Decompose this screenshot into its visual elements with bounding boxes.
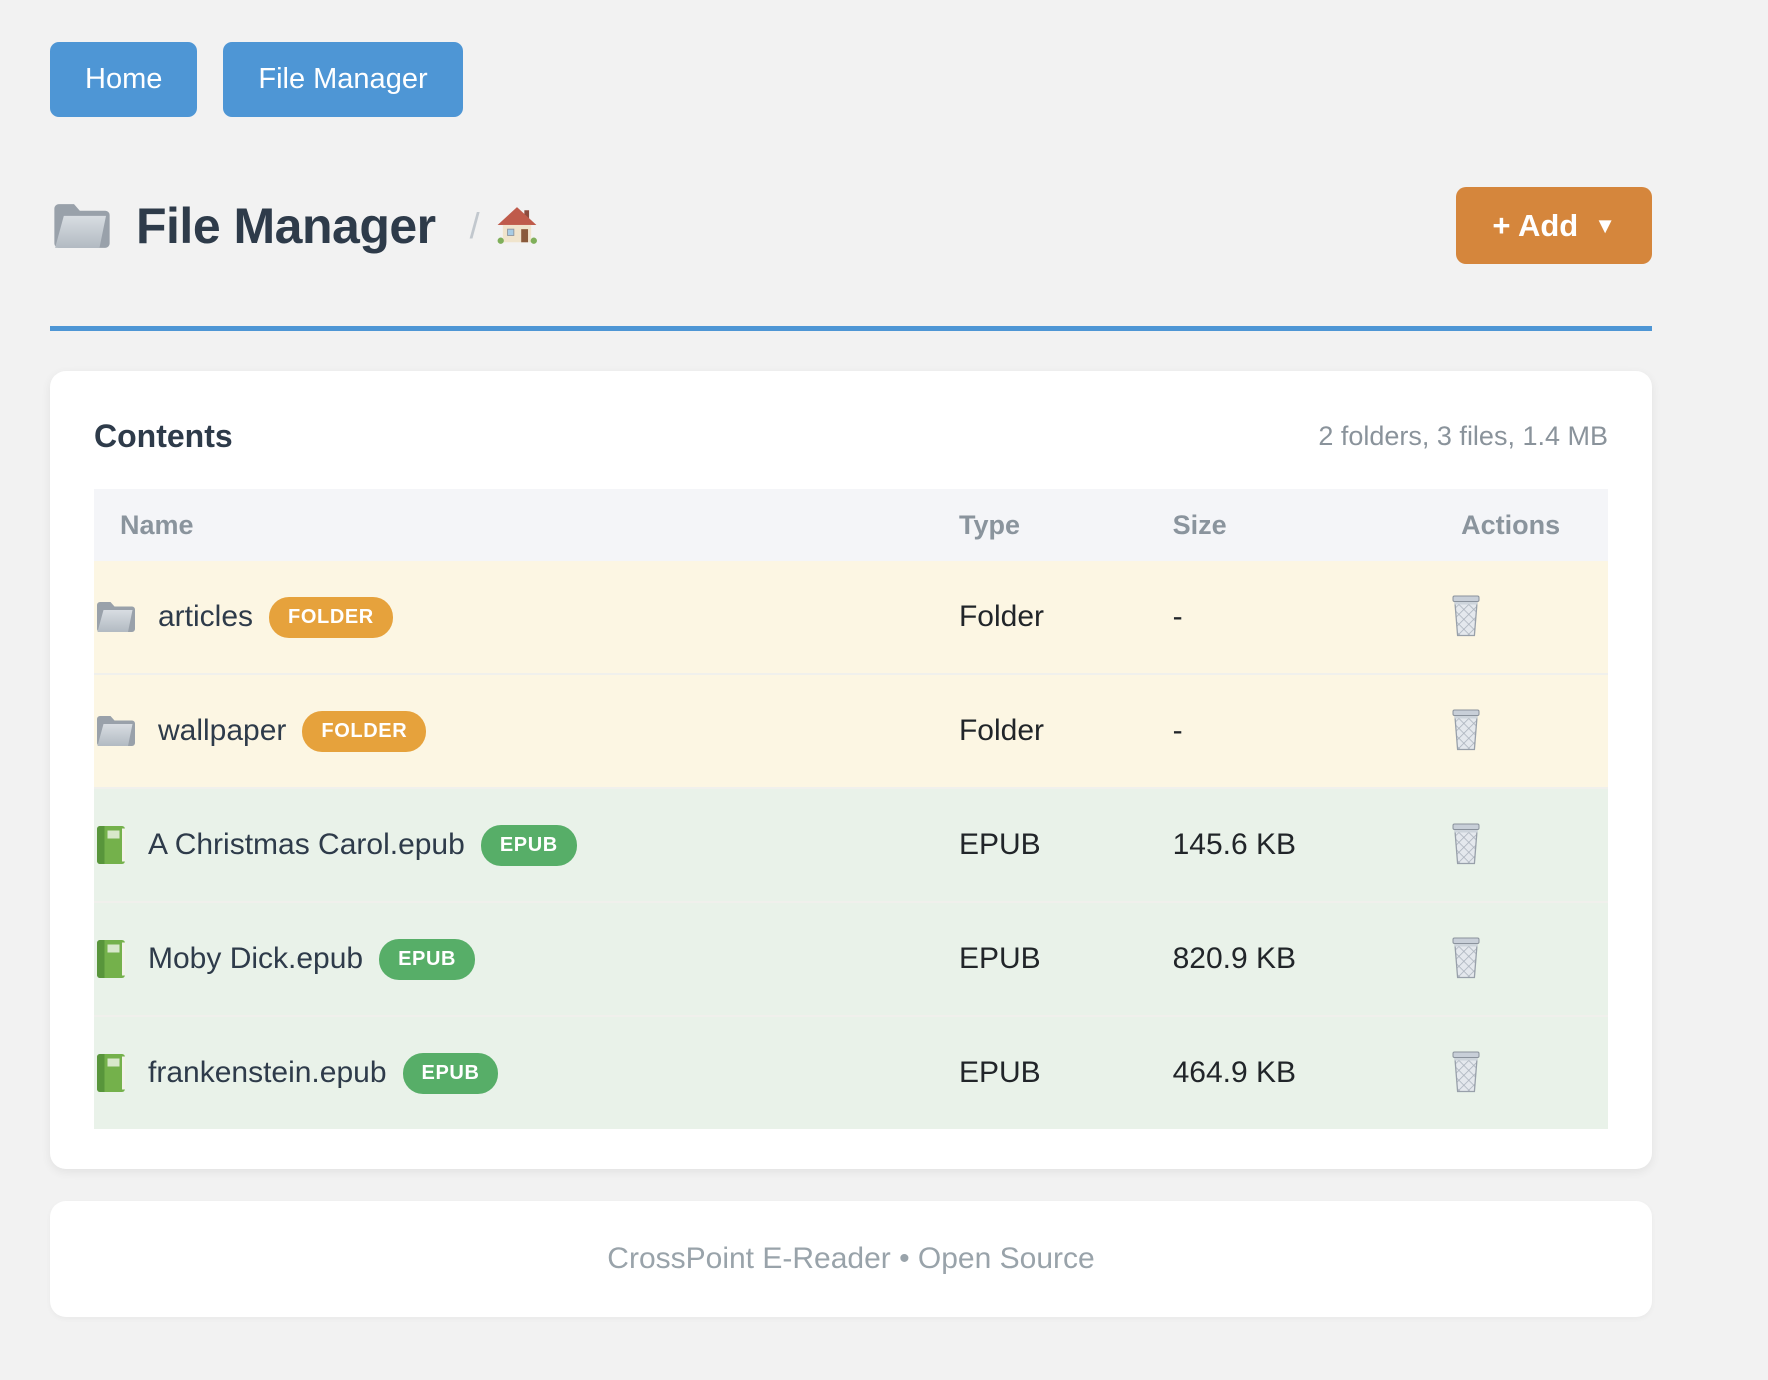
actions-cell bbox=[1445, 1016, 1608, 1129]
file-table: Name Type Size Actions bbox=[94, 489, 1608, 1129]
green-book-icon bbox=[94, 938, 128, 980]
file-link[interactable]: A Christmas Carol.epub EPUB bbox=[94, 824, 959, 866]
type-badge: EPUB bbox=[379, 938, 476, 980]
home-icon[interactable] bbox=[496, 205, 538, 247]
table-row: Moby Dick.epub EPUB EPUB 820.9 KB bbox=[94, 902, 1608, 1017]
contents-heading: Contents bbox=[94, 418, 233, 454]
name-cell: articles FOLDER bbox=[94, 561, 959, 675]
trash-icon bbox=[1449, 1050, 1483, 1097]
type-badge: EPUB bbox=[480, 824, 577, 866]
type-badge: EPUB bbox=[402, 1052, 499, 1094]
type-cell: Folder bbox=[958, 674, 1173, 789]
nav-home-button[interactable]: Home bbox=[50, 42, 198, 117]
table-row: wallpaper FOLDER Folder - bbox=[94, 674, 1608, 789]
type-cell: EPUB bbox=[958, 1016, 1173, 1129]
file-name: A Christmas Carol.epub bbox=[148, 828, 465, 861]
delete-button[interactable] bbox=[1445, 932, 1487, 987]
actions-cell bbox=[1445, 902, 1608, 1017]
page-header: File Manager / + Add ▼ bbox=[50, 187, 1652, 264]
breadcrumb-separator: / bbox=[469, 204, 480, 246]
file-link[interactable]: frankenstein.epub EPUB bbox=[94, 1052, 959, 1094]
column-header-actions: Actions bbox=[1445, 489, 1608, 561]
contents-card: Contents 2 folders, 3 files, 1.4 MB Name… bbox=[50, 371, 1652, 1169]
file-name: wallpaper bbox=[158, 714, 287, 747]
name-cell: A Christmas Carol.epub EPUB bbox=[94, 788, 959, 903]
name-cell: frankenstein.epub EPUB bbox=[94, 1016, 959, 1129]
file-name: Moby Dick.epub bbox=[148, 942, 364, 975]
file-name: frankenstein.epub bbox=[148, 1056, 387, 1089]
table-row: frankenstein.epub EPUB EPUB 464.9 KB bbox=[94, 1016, 1608, 1129]
green-book-icon bbox=[94, 1052, 128, 1094]
table-row: A Christmas Carol.epub EPUB EPUB 145.6 K… bbox=[94, 788, 1608, 903]
folder-icon bbox=[94, 599, 138, 635]
type-badge: FOLDER bbox=[302, 710, 427, 752]
contents-summary: 2 folders, 3 files, 1.4 MB bbox=[1318, 421, 1608, 451]
page-title: File Manager bbox=[136, 197, 436, 254]
trash-icon bbox=[1449, 936, 1483, 983]
size-cell: 145.6 KB bbox=[1172, 788, 1446, 903]
page-container: Home File Manager File Manager / bbox=[50, 0, 1652, 1317]
table-header-row: Name Type Size Actions bbox=[94, 489, 1608, 561]
size-cell: 820.9 KB bbox=[1172, 902, 1446, 1017]
trash-icon bbox=[1449, 708, 1483, 755]
table-row: articles FOLDER Folder - bbox=[94, 561, 1608, 675]
nav-file-manager-button[interactable]: File Manager bbox=[223, 42, 463, 117]
accent-rule bbox=[50, 326, 1652, 331]
file-link[interactable]: Moby Dick.epub EPUB bbox=[94, 938, 959, 980]
file-table-body: articles FOLDER Folder - bbox=[94, 561, 1608, 1129]
delete-button[interactable] bbox=[1445, 1046, 1487, 1101]
column-header-type: Type bbox=[958, 489, 1173, 561]
trash-icon bbox=[1449, 822, 1483, 869]
size-cell: - bbox=[1172, 674, 1446, 789]
file-link[interactable]: articles FOLDER bbox=[94, 596, 959, 638]
actions-cell bbox=[1445, 674, 1608, 789]
name-cell: wallpaper FOLDER bbox=[94, 674, 959, 789]
name-cell: Moby Dick.epub EPUB bbox=[94, 902, 959, 1017]
column-header-size: Size bbox=[1172, 489, 1446, 561]
green-book-icon bbox=[94, 824, 128, 866]
file-link[interactable]: wallpaper FOLDER bbox=[94, 710, 959, 752]
delete-button[interactable] bbox=[1445, 818, 1487, 873]
size-cell: - bbox=[1172, 561, 1446, 675]
caret-down-icon: ▼ bbox=[1594, 212, 1616, 238]
contents-bar: Contents 2 folders, 3 files, 1.4 MB bbox=[94, 417, 1608, 455]
add-button[interactable]: + Add ▼ bbox=[1456, 187, 1652, 264]
actions-cell bbox=[1445, 788, 1608, 903]
type-cell: Folder bbox=[958, 561, 1173, 675]
top-nav: Home File Manager bbox=[50, 0, 1652, 117]
footer: CrossPoint E-Reader • Open Source bbox=[50, 1201, 1652, 1317]
type-cell: EPUB bbox=[958, 902, 1173, 1017]
delete-button[interactable] bbox=[1445, 704, 1487, 759]
size-cell: 464.9 KB bbox=[1172, 1016, 1446, 1129]
breadcrumb: / bbox=[470, 205, 538, 247]
trash-icon bbox=[1449, 594, 1483, 641]
actions-cell bbox=[1445, 561, 1608, 675]
folder-icon bbox=[94, 713, 138, 749]
type-badge: FOLDER bbox=[269, 596, 393, 638]
folder-icon bbox=[50, 199, 114, 253]
delete-button[interactable] bbox=[1445, 590, 1487, 645]
column-header-name: Name bbox=[94, 489, 959, 561]
footer-text: CrossPoint E-Reader • Open Source bbox=[607, 1242, 1095, 1275]
title-wrap: File Manager / bbox=[50, 197, 538, 255]
type-cell: EPUB bbox=[958, 788, 1173, 903]
file-name: articles bbox=[158, 600, 254, 633]
add-button-label: + Add bbox=[1492, 207, 1579, 243]
